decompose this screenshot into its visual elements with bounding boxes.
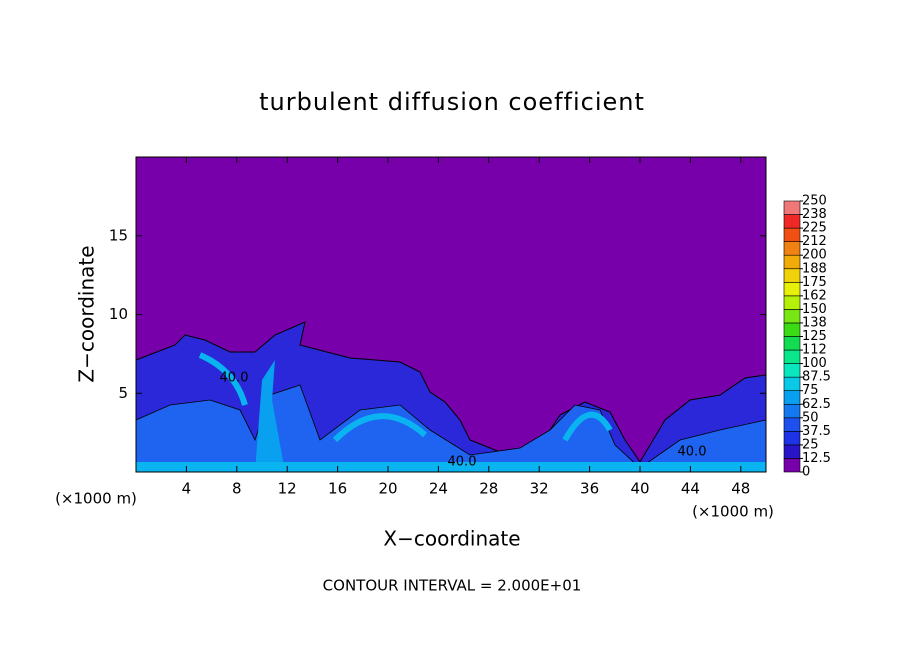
colorbar-label: 212 bbox=[802, 234, 827, 249]
colorbar-label: 12.5 bbox=[802, 451, 831, 466]
colorbar-bin bbox=[783, 295, 801, 310]
x-unit-label: (×1000 m) bbox=[692, 503, 774, 521]
colorbar-label: 25 bbox=[802, 437, 819, 452]
colorbar-label: 238 bbox=[802, 207, 827, 222]
colorbar-label: 62.5 bbox=[802, 397, 831, 412]
colorbar-bin bbox=[783, 390, 801, 405]
colorbar-label: 87.5 bbox=[802, 370, 831, 385]
colorbar-label: 225 bbox=[802, 221, 827, 236]
plot-area bbox=[135, 157, 767, 473]
x-tick-label: 12 bbox=[278, 480, 297, 498]
colorbar-label: 125 bbox=[802, 329, 827, 344]
x-unit-label: (×1000 m) bbox=[55, 490, 137, 508]
x-tick-label: 44 bbox=[681, 480, 700, 498]
contour-label: 40.0 bbox=[220, 371, 249, 386]
colorbar-bin bbox=[783, 322, 801, 337]
x-tick-label: 20 bbox=[378, 480, 397, 498]
chart-title: turbulent diffusion coefficient bbox=[259, 88, 645, 116]
colorbar-bin bbox=[783, 349, 801, 364]
colorbar-bin bbox=[783, 431, 801, 446]
y-axis-label: Z−coordinate bbox=[75, 245, 99, 382]
colorbar-label: 50 bbox=[802, 410, 819, 425]
x-tick-label: 32 bbox=[530, 480, 549, 498]
colorbar-label: 100 bbox=[802, 356, 827, 371]
colorbar-bin bbox=[783, 444, 801, 459]
colorbar-bin bbox=[783, 200, 801, 215]
x-tick-label: 8 bbox=[232, 480, 242, 498]
x-tick-label: 24 bbox=[429, 480, 448, 498]
field-swirl bbox=[198, 352, 248, 406]
colorbar-label: 250 bbox=[802, 194, 827, 209]
colorbar-label: 175 bbox=[802, 275, 827, 290]
y-tick-label: 10 bbox=[109, 305, 128, 323]
colorbar-bin bbox=[783, 241, 801, 256]
contour-label: 40.0 bbox=[448, 455, 477, 470]
field-swirl bbox=[332, 413, 427, 443]
colorbar-bin bbox=[783, 417, 801, 432]
footnote: CONTOUR INTERVAL = 2.000E+01 bbox=[323, 577, 582, 595]
x-tick-label: 4 bbox=[182, 480, 192, 498]
colorbar-bin bbox=[783, 458, 801, 473]
field-light bbox=[135, 384, 767, 473]
colorbar-label: 112 bbox=[802, 343, 827, 358]
colorbar-label: 200 bbox=[802, 248, 827, 263]
colorbar-label: 162 bbox=[802, 288, 827, 303]
y-tick-label: 5 bbox=[118, 384, 128, 402]
x-tick-label: 48 bbox=[731, 480, 750, 498]
colorbar-bin bbox=[783, 281, 801, 297]
colorbar-bin bbox=[783, 309, 801, 324]
colorbar-bin bbox=[783, 336, 801, 351]
colorbar-label: 37.5 bbox=[802, 424, 831, 439]
colorbar-bin bbox=[783, 254, 801, 270]
colorbar-bin bbox=[783, 227, 801, 242]
colorbar-label: 138 bbox=[802, 315, 827, 330]
x-tick-label: 40 bbox=[630, 480, 649, 498]
field-surface bbox=[136, 462, 766, 472]
field-swirl bbox=[562, 411, 613, 442]
contour-label: 40.0 bbox=[678, 445, 707, 460]
x-axis-label: X−coordinate bbox=[383, 527, 520, 551]
x-tick-label: 28 bbox=[479, 480, 498, 498]
colorbar-label: 150 bbox=[802, 302, 827, 317]
field-plume bbox=[255, 360, 285, 472]
colorbar-bin bbox=[783, 376, 801, 391]
colorbar-label: 188 bbox=[802, 261, 827, 276]
colorbar-bin bbox=[783, 214, 801, 229]
colorbar-bin bbox=[783, 403, 801, 419]
colorbar-label: 75 bbox=[802, 383, 819, 398]
x-tick-label: 16 bbox=[328, 480, 347, 498]
colorbar-bin bbox=[783, 363, 801, 378]
colorbar-bin bbox=[783, 268, 801, 283]
colorbar-label: 0 bbox=[802, 465, 810, 480]
y-tick-label: 15 bbox=[109, 226, 128, 244]
x-tick-label: 36 bbox=[580, 480, 599, 498]
